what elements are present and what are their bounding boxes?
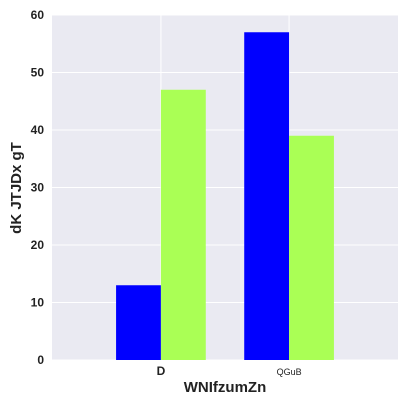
y-tick-labels: 0 10 20 30 40 50 60 (31, 8, 45, 367)
x-axis-title: WNIfzumZn (184, 379, 266, 396)
x-tick-label: D (157, 364, 166, 378)
bars (116, 32, 334, 360)
y-tick-label: 30 (31, 181, 45, 195)
y-tick-label: 40 (31, 123, 45, 137)
y-gridlines (52, 14, 398, 361)
y-tick-label: 0 (37, 353, 44, 367)
bar-QGuB-series-1 (244, 32, 290, 360)
y-tick-label: 20 (31, 238, 45, 252)
y-tick-label: 10 (31, 296, 45, 310)
y-tick-label: 50 (31, 66, 45, 80)
bar-QGuB-series-2 (289, 135, 334, 360)
y-tick-label: 60 (31, 8, 45, 22)
bar-D-series-2 (160, 89, 206, 360)
bar-D-series-1 (116, 285, 161, 360)
x-tick-labels: D QGuB (157, 364, 302, 378)
y-axis-title: dK JTJDx gT (8, 142, 25, 234)
x-tick-label: QGuB (277, 367, 302, 377)
